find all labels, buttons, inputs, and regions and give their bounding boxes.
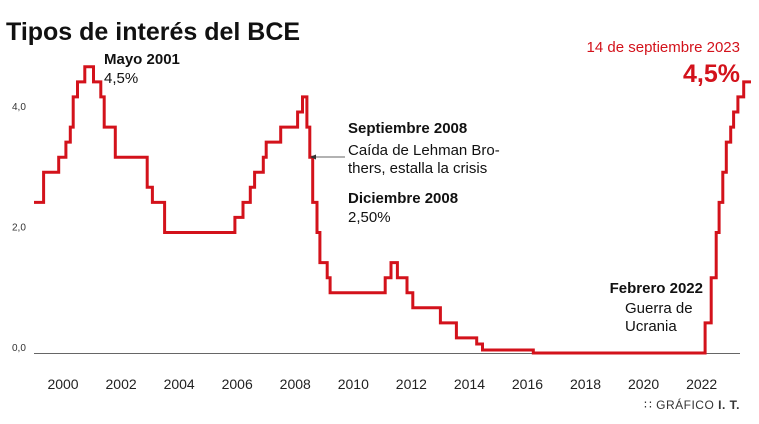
x-tick-label: 2014 (454, 376, 485, 392)
chart-title: Tipos de interés del BCE (6, 18, 300, 46)
x-tick-label: 2000 (47, 376, 78, 392)
chart-credit-prefix: ∷ GRÁFICO (644, 397, 718, 412)
annotation-dec-2008-title: Diciembre 2008 (348, 190, 458, 207)
annotation-dec-2008-text: 2,50% (348, 209, 391, 226)
annotation-feb-2022-line-1: Guerra de (625, 300, 693, 317)
x-tick-label: 2020 (628, 376, 659, 392)
highlight-value: 4,5% (683, 60, 740, 88)
annotation-feb-2022-title: Febrero 2022 (610, 280, 703, 297)
x-tick-label: 2018 (570, 376, 601, 392)
y-axis: 0,0 2,0 4,0 (12, 102, 26, 354)
chart-credit-author: I. T. (718, 398, 740, 412)
annotation-sep-2008-title: Septiembre 2008 (348, 120, 467, 137)
annotation-sep-2008-arrowhead (310, 154, 316, 160)
annotation-may-2001: Mayo 2001 4,5% (104, 51, 180, 87)
x-tick-label: 2008 (280, 376, 311, 392)
x-tick-label: 2004 (164, 376, 195, 392)
rate-step-line (34, 65, 751, 355)
annotation-may-2001-text: 4,5% (104, 70, 138, 87)
annotation-sep-2008-line-2: thers, estalla la crisis (348, 160, 487, 177)
annotation-sep-2008-line-1: Caída de Lehman Bro- (348, 142, 500, 159)
y-tick-label: 4,0 (12, 102, 26, 113)
x-tick-label: 2016 (512, 376, 543, 392)
annotation-feb-2022: Febrero 2022 Guerra de Ucrania (610, 280, 703, 335)
x-axis: 2000 2002 2004 2006 2008 2010 2012 2014 2016 2018… (47, 376, 717, 392)
x-tick-label: 2002 (106, 376, 137, 392)
highlight-date: 14 de septiembre 2023 (587, 39, 740, 56)
x-tick-label: 2012 (396, 376, 427, 392)
annotation-may-2001-title: Mayo 2001 (104, 51, 180, 68)
annotation-dec-2008: Diciembre 2008 2,50% (348, 190, 458, 226)
y-tick-label: 0,0 (12, 343, 26, 354)
annotation-sep-2008: Septiembre 2008 Caída de Lehman Bro- the… (310, 120, 500, 177)
x-tick-label: 2010 (338, 376, 369, 392)
chart-credit: ∷ GRÁFICO I. T. (644, 397, 740, 412)
x-tick-label: 2006 (222, 376, 253, 392)
y-tick-label: 2,0 (12, 223, 26, 234)
annotation-feb-2022-line-2: Ucrania (625, 318, 677, 335)
x-tick-label: 2022 (686, 376, 717, 392)
